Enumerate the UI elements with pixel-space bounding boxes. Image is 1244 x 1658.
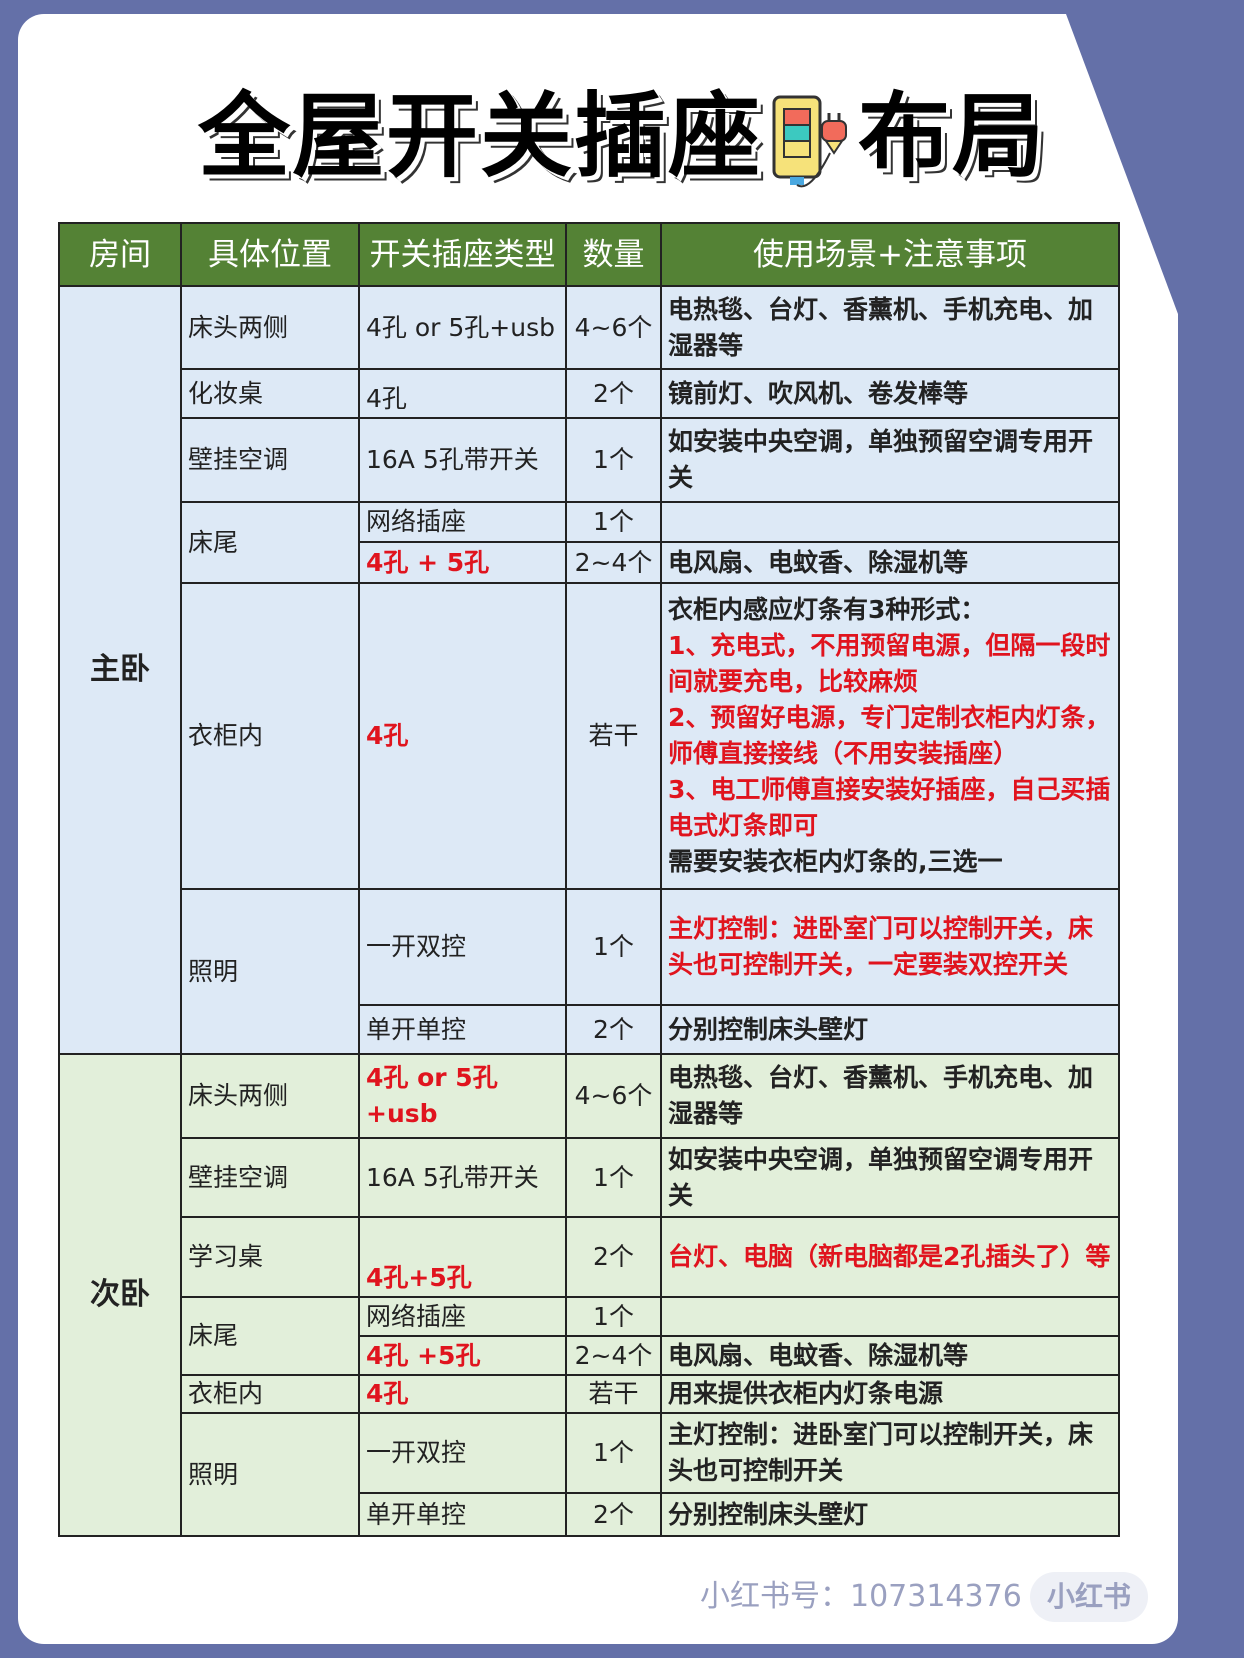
type: 16A 5孔带开关 [358, 417, 567, 503]
note [660, 1296, 1120, 1337]
type: 16A 5孔带开关 [358, 1137, 567, 1218]
type: 一开双控 [358, 888, 567, 1006]
note: 电热毯、台灯、香薰机、手机充电、加湿器等 [660, 1053, 1120, 1139]
header-note: 使用场景+注意事项 [660, 222, 1120, 287]
header-row: 房间 具体位置 开关插座类型 数量 使用场景+注意事项 [58, 222, 1120, 287]
qty: 1个 [565, 888, 662, 1006]
qty: 2~4个 [565, 541, 662, 584]
note-line: 2、预留好电源，专门定制衣柜内灯条，师傅直接接线（不用安装插座） [668, 703, 1111, 768]
note-line: 需要安装衣柜内灯条的,三选一 [668, 847, 1003, 876]
type: 4孔 +5孔 [358, 1335, 567, 1376]
table-row: 照明 一开双控 1个 主灯控制：进卧室门可以控制开关，床头也可控制开关，一定要装… [59, 888, 1120, 1055]
table-row: 壁挂空调 16A 5孔带开关 1个 如安装中央空调，单独预留空调专用开关 [59, 1137, 1120, 1218]
table-row: 衣柜内 4孔 若干 用来提供衣柜内灯条电源 [59, 1374, 1120, 1414]
position: 照明 [180, 888, 360, 1055]
note: 主灯控制：进卧室门可以控制开关，床头也可控制开关，一定要装双控开关 [660, 888, 1120, 1006]
note: 如安装中央空调，单独预留空调专用开关 [660, 417, 1120, 503]
note: 用来提供衣柜内灯条电源 [660, 1374, 1120, 1414]
qty: 2个 [565, 368, 662, 419]
type: 4孔 or 5孔+usb [358, 285, 567, 370]
header-room: 房间 [58, 222, 182, 287]
note: 台灯、电脑（新电脑都是2孔插头了）等 [660, 1216, 1120, 1298]
position: 床尾 [180, 1296, 360, 1376]
table-row: 单开单控 2个 分别控制床头壁灯 [59, 1492, 1120, 1537]
note-line: 衣柜内感应灯条有3种形式： [668, 595, 986, 624]
socket-plug-icon [772, 95, 847, 187]
qty: 1个 [565, 1412, 662, 1494]
type: 一开双控 [358, 1412, 567, 1494]
page-title: 全屋开关插座 布局 [0, 62, 1244, 195]
title-right: 布局 [858, 83, 1047, 190]
note: 衣柜内感应灯条有3种形式： 1、充电式，不用预留电源，但隔一段时间就要充电，比较… [660, 582, 1120, 890]
note: 电风扇、电蚊香、除湿机等 [660, 1335, 1120, 1376]
header-position: 具体位置 [180, 222, 360, 287]
table-row: 衣柜内 4孔 若干 衣柜内感应灯条有3种形式： 1、充电式，不用预留电源，但隔一… [59, 582, 1120, 890]
table-row: 学习桌 4孔+5孔 2个 台灯、电脑（新电脑都是2孔插头了）等 [59, 1216, 1120, 1298]
note [660, 501, 1120, 543]
qty: 2个 [565, 1492, 662, 1537]
header-qty: 数量 [565, 222, 662, 287]
position: 床头两侧 [180, 1053, 360, 1139]
socket-table: 房间 具体位置 开关插座类型 数量 使用场景+注意事项 主卧 床头两侧 4孔 o… [58, 222, 1120, 1537]
table-row: 4孔 + 5孔 2~4个 电风扇、电蚊香、除湿机等 [59, 541, 1120, 584]
type: 4孔 + 5孔 [358, 541, 567, 584]
note: 镜前灯、吹风机、卷发棒等 [660, 368, 1120, 419]
note: 电热毯、台灯、香薰机、手机充电、加湿器等 [660, 285, 1120, 370]
position: 化妆桌 [180, 368, 360, 419]
table-row: 4孔 +5孔 2~4个 电风扇、电蚊香、除湿机等 [59, 1335, 1120, 1376]
note-line: 3、电工师傅直接安装好插座，自己买插电式灯条即可 [668, 775, 1111, 840]
qty: 4~6个 [565, 1053, 662, 1139]
note: 电风扇、电蚊香、除湿机等 [660, 541, 1120, 584]
qty: 1个 [565, 417, 662, 503]
type: 网络插座 [358, 501, 567, 543]
table-row: 壁挂空调 16A 5孔带开关 1个 如安装中央空调，单独预留空调专用开关 [59, 417, 1120, 503]
position: 壁挂空调 [180, 417, 360, 503]
qty: 1个 [565, 501, 662, 543]
type: 4孔+5孔 [358, 1216, 567, 1298]
header-type: 开关插座类型 [358, 222, 567, 287]
table-row: 床尾 网络插座 1个 [59, 1296, 1120, 1376]
position: 衣柜内 [180, 582, 360, 890]
type: 单开单控 [358, 1492, 567, 1537]
position: 壁挂空调 [180, 1137, 360, 1218]
position: 衣柜内 [180, 1374, 360, 1414]
note: 如安装中央空调，单独预留空调专用开关 [660, 1137, 1120, 1218]
qty: 2~4个 [565, 1335, 662, 1376]
type: 4孔 [358, 582, 567, 890]
note: 主灯控制：进卧室门可以控制开关，床头也可控制开关 [660, 1412, 1120, 1494]
type: 网络插座 [358, 1296, 567, 1337]
type: 单开单控 [358, 1004, 567, 1055]
room-master: 主卧 [58, 285, 182, 1055]
qty: 2个 [565, 1216, 662, 1298]
table-row: 单开单控 2个 分别控制床头壁灯 [59, 1004, 1120, 1055]
qty: 若干 [565, 1374, 662, 1414]
table-row: 化妆桌 4孔 2个 镜前灯、吹风机、卷发棒等 [59, 368, 1120, 419]
position: 照明 [180, 1412, 360, 1537]
type: 4孔 [358, 1374, 567, 1414]
watermark-logo: 小红书 [1030, 1572, 1148, 1622]
position: 床头两侧 [180, 285, 360, 370]
note-line: 1、充电式，不用预留电源，但隔一段时间就要充电，比较麻烦 [668, 631, 1111, 696]
title-left: 全屋开关插座 [197, 83, 762, 190]
position: 学习桌 [180, 1216, 360, 1298]
type: 4孔 [358, 368, 567, 419]
type: 4孔 or 5孔+usb [358, 1053, 567, 1139]
qty: 4~6个 [565, 285, 662, 370]
table-row: 次卧 床头两侧 4孔 or 5孔+usb 4~6个 电热毯、台灯、香薰机、手机充… [58, 1053, 1120, 1537]
room-second: 次卧 [58, 1053, 182, 1537]
note: 分别控制床头壁灯 [660, 1004, 1120, 1055]
qty: 1个 [565, 1296, 662, 1337]
qty: 1个 [565, 1137, 662, 1218]
qty: 若干 [565, 582, 662, 890]
watermark-id: 小红书号：107314376 [700, 1579, 1022, 1614]
note: 分别控制床头壁灯 [660, 1492, 1120, 1537]
qty: 2个 [565, 1004, 662, 1055]
table-row: 床尾 网络插座 1个 [59, 501, 1120, 584]
table-row: 照明 一开双控 1个 主灯控制：进卧室门可以控制开关，床头也可控制开关 [59, 1412, 1120, 1537]
position: 床尾 [180, 501, 360, 584]
table-row: 主卧 床头两侧 4孔 or 5孔+usb 4~6个 电热毯、台灯、香薰机、手机充… [58, 285, 1120, 1055]
